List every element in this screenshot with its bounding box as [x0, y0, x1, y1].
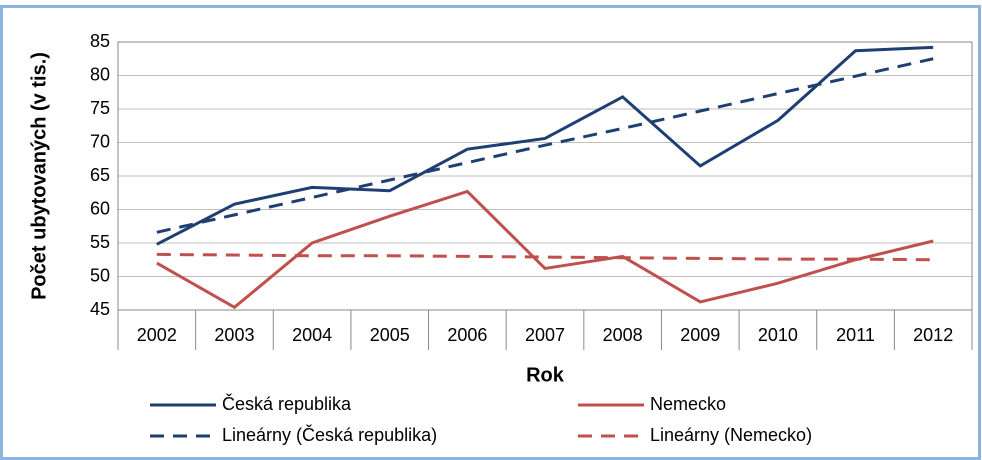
x-tick-label: 2004: [292, 325, 332, 345]
x-tick-label: 2012: [913, 325, 953, 345]
series-line: [156, 252, 934, 262]
legend-label: Lineárny (Nemecko): [650, 425, 812, 445]
plot-border: [117, 41, 973, 311]
x-tick-label: 2008: [603, 325, 643, 345]
chart-frame: [0, 5, 981, 460]
x-axis-title: Rok: [526, 364, 565, 386]
legend-label: Lineárny (Česká republika): [222, 424, 437, 445]
x-tick-label: 2009: [680, 325, 720, 345]
y-tick-label: 80: [90, 64, 110, 84]
series-line: [156, 45, 934, 246]
y-tick-label: 65: [90, 165, 110, 185]
x-tick-label: 2002: [137, 325, 177, 345]
series-line: [156, 189, 934, 310]
x-tick-label: 2007: [525, 325, 565, 345]
y-tick-label: 70: [90, 131, 110, 151]
y-axis-title: Počet ubytovaných (v tis.): [28, 52, 50, 300]
x-tick-label: 2011: [836, 325, 875, 345]
y-tick-label: 75: [90, 98, 110, 118]
x-tick-label: 2010: [758, 325, 798, 345]
x-tick-label: 2003: [214, 325, 254, 345]
x-tick-label: 2005: [370, 325, 410, 345]
y-tick-label: 55: [90, 232, 110, 252]
x-tick-label: 2006: [447, 325, 487, 345]
y-tick-label: 45: [90, 299, 110, 319]
series-line: [156, 57, 934, 234]
legend-label: Česká republika: [222, 393, 352, 414]
y-tick-label: 50: [90, 265, 110, 285]
legend-label: Nemecko: [650, 394, 726, 414]
y-tick-label: 60: [90, 198, 110, 218]
y-tick-label: 85: [90, 31, 110, 51]
